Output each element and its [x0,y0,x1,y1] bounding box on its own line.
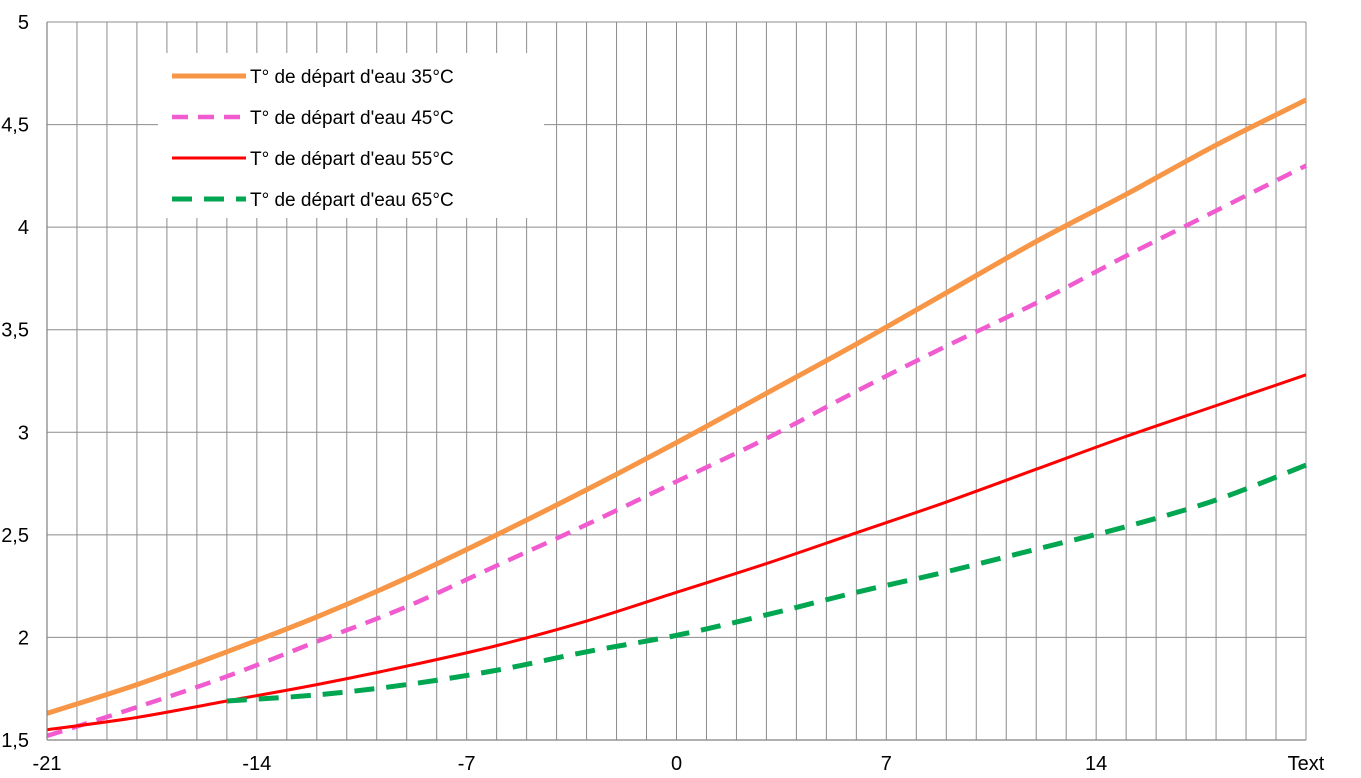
x-tick-label: 14 [1085,753,1107,775]
x-tick-label: -14 [242,753,271,775]
y-tick-label: 2,5 [1,525,29,547]
series-line-1 [46,97,1308,716]
series-line-3 [46,373,1307,732]
x-tick-label: 7 [881,753,892,775]
legend-box [158,53,544,218]
x-tick-label: -21 [33,753,62,775]
y-tick-label: 2 [18,627,29,649]
axes: 1,5 2 2,5 3 3,5 4 4,5 5 -21 -14 -7 0 7 14 Text [1,12,1325,775]
y-tick-label: 5 [18,12,29,34]
x-tick-label: 0 [671,753,682,775]
y-tick-label: 3 [18,422,29,444]
legend-label-3: T° de départ d'eau 55°C [250,149,454,170]
x-axis-end-label: Text [1288,753,1325,775]
legend-label-4: T° de départ d'eau 65°C [250,190,454,211]
legend-label-1: T° de départ d'eau 35°C [250,67,454,88]
legend: T° de départ d'eau 35°C T° de départ d'ea… [158,53,544,218]
legend-label-2: T° de départ d'eau 45°C [250,108,454,129]
y-tick-label: 1,5 [1,730,29,752]
x-tick-label: -7 [458,753,476,775]
series-lines [46,97,1308,739]
y-tick-label: 4,5 [1,115,29,137]
y-tick-label: 4 [18,217,29,239]
y-tick-label: 3,5 [1,320,29,342]
series-line-4 [226,462,1307,704]
